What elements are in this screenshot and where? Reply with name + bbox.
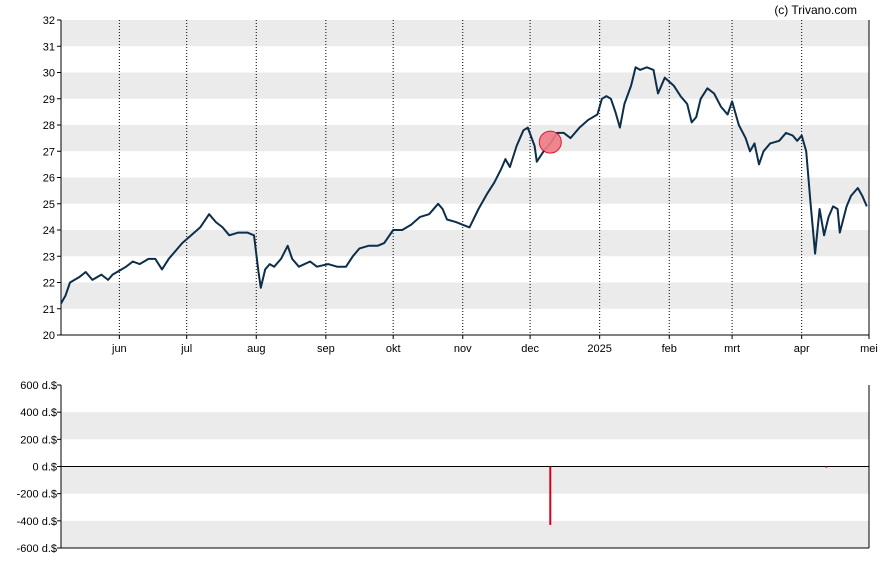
y-tick-label: 23	[43, 251, 55, 263]
grid-band	[61, 466, 869, 494]
y-tick-label: 200 d.$	[20, 434, 57, 446]
grid-band	[61, 412, 869, 440]
price-line	[60, 66, 868, 304]
y-tick-label: 32	[43, 15, 55, 27]
price-chart: jun jul aug sep okt nov dec 2025 feb mrt apr mei202…	[43, 15, 878, 355]
y-tick-label: 28	[43, 120, 55, 132]
grid-band	[61, 520, 869, 548]
x-tick-label: mei	[860, 343, 878, 355]
y-tick-label: 26	[43, 173, 55, 185]
x-tick-label: aug	[247, 343, 265, 355]
grid-band	[61, 72, 869, 99]
y-tick-label: 400 d.$	[20, 407, 57, 419]
y-tick-label: 25	[43, 199, 55, 211]
y-tick-label: 31	[43, 41, 55, 53]
y-tick-label: 30	[43, 68, 55, 80]
y-tick-label: 21	[43, 304, 55, 316]
x-tick-label: nov	[454, 343, 472, 355]
x-tick-label: mrt	[724, 343, 740, 355]
x-tick-label: dec	[521, 343, 539, 355]
grid-band	[61, 20, 869, 47]
y-tick-label: 20	[43, 330, 55, 342]
x-tick-label: okt	[386, 343, 401, 355]
grid-band	[61, 125, 869, 152]
y-tick-label: 24	[43, 225, 55, 237]
grid-band	[61, 282, 869, 309]
y-tick-label: -600 d.$	[17, 543, 57, 555]
y-tick-label: 0 d.$	[33, 462, 57, 474]
x-tick-label: feb	[662, 343, 677, 355]
x-tick-label: jun	[111, 343, 127, 355]
transaction-marker[interactable]	[538, 130, 562, 154]
y-tick-label: 29	[43, 94, 55, 106]
y-tick-label: 27	[43, 146, 55, 158]
grid-band	[61, 230, 869, 257]
x-tick-label: sep	[317, 343, 335, 355]
x-tick-label: jul	[180, 343, 192, 355]
y-tick-label: 22	[43, 278, 55, 290]
y-tick-label: -200 d.$	[17, 489, 57, 501]
x-tick-label: 2025	[587, 343, 611, 355]
y-tick-label: 600 d.$	[20, 380, 57, 392]
grid-band	[61, 177, 869, 204]
credit-text: (c) Trivano.com	[774, 3, 857, 17]
y-tick-label: -400 d.$	[17, 516, 57, 528]
x-tick-label: apr	[794, 343, 810, 355]
volume-chart: -600 d.$ -400 d.$ -200 d.$ 0 d.$ 200 d.$ 400 …	[17, 380, 870, 555]
